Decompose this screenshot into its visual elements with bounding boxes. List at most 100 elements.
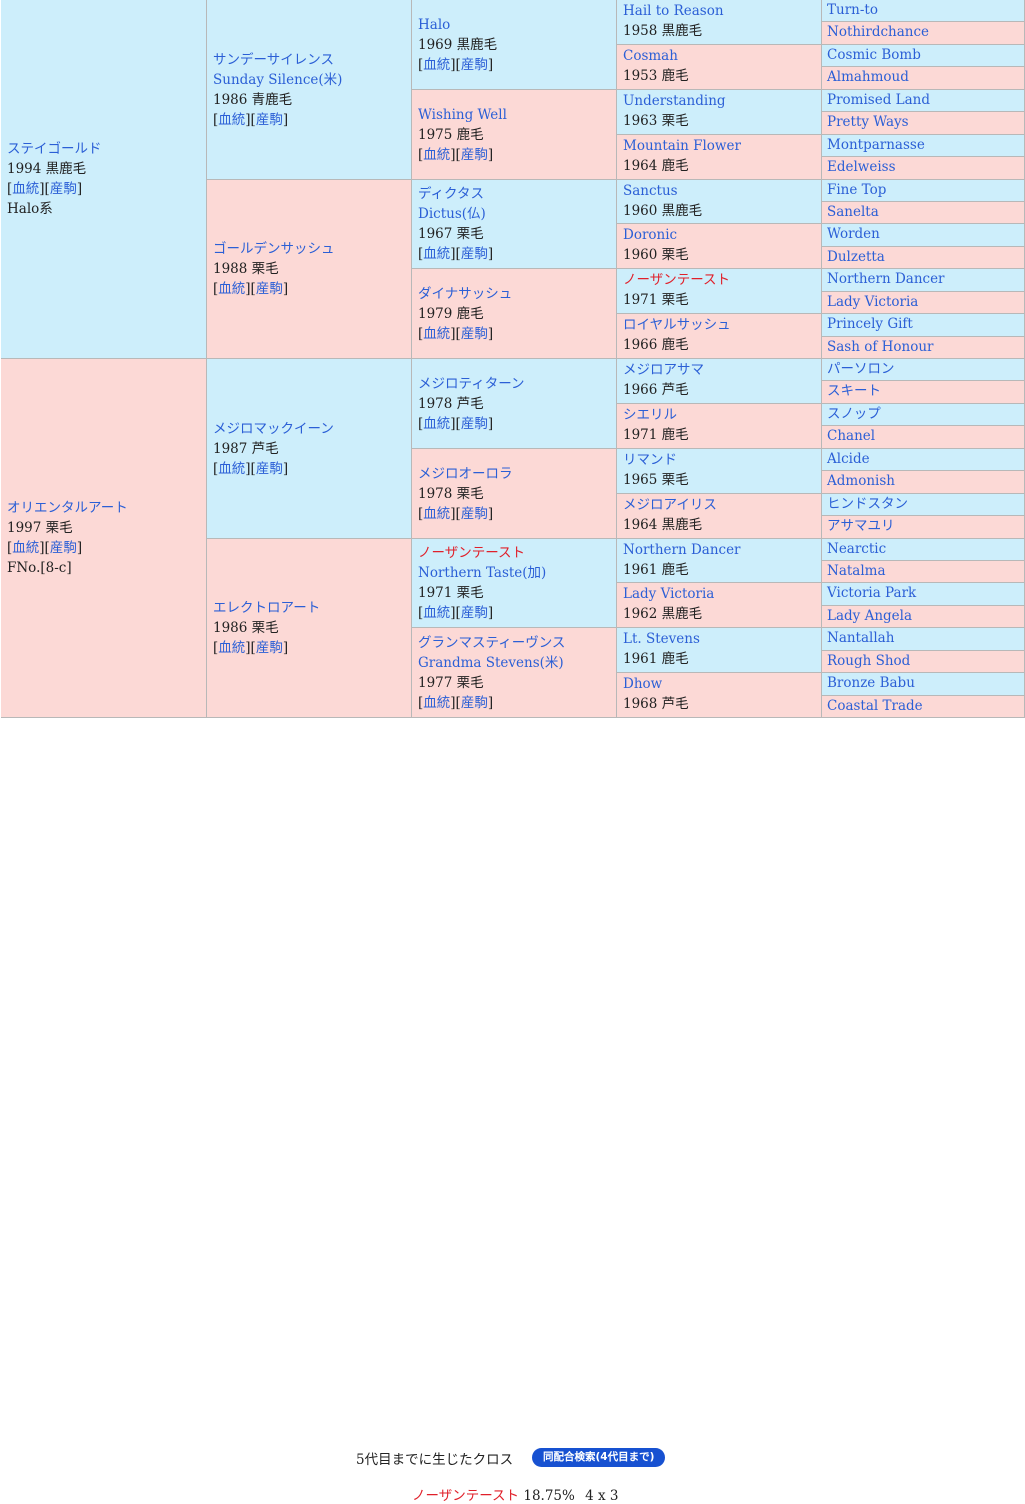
horse-name-link[interactable]: ダイナサッシュ <box>418 285 513 302</box>
pedigree-cell-g4: Hail to Reason 1958 黒鹿毛 <box>617 0 822 45</box>
record-link[interactable]: 産駒 <box>460 146 488 163</box>
horse-name-link[interactable]: エレクトロアート <box>213 600 321 616</box>
horse-name-link[interactable]: Cosmah <box>623 48 678 64</box>
horse-name-link[interactable]: Dhow <box>623 676 663 692</box>
horse-name-link[interactable]: ノーザンテースト <box>418 545 526 561</box>
horse-name-link[interactable]: メジロマックイーン <box>213 420 334 437</box>
horse-name-link[interactable]: Fine Top <box>827 182 887 198</box>
horse-name-link[interactable]: ゴールデンサッシュ <box>213 241 335 257</box>
horse-name-link[interactable]: アサマユリ <box>827 518 895 534</box>
same-breeding-search-button[interactable]: 同配合検索(4代目まで) <box>532 1448 666 1467</box>
horse-name-link[interactable]: Turn-to <box>827 2 878 18</box>
bloodline-link[interactable]: 血統 <box>423 246 451 262</box>
horse-name-link[interactable]: Lt. Stevens <box>623 631 700 647</box>
record-link[interactable]: 産駒 <box>255 111 283 128</box>
bloodline-link[interactable]: 血統 <box>423 415 451 432</box>
horse-name-link[interactable]: Nantallah <box>827 630 895 646</box>
horse-name-link[interactable]: パーソロン <box>827 361 895 377</box>
horse-name-link[interactable]: Sanelta <box>827 204 879 220</box>
record-link[interactable]: 産駒 <box>49 540 77 556</box>
horse-name-link[interactable]: Dulzetta <box>827 249 885 265</box>
bloodline-link[interactable]: 血統 <box>12 181 40 197</box>
horse-name-link[interactable]: シエリル <box>623 407 677 423</box>
record-link[interactable]: 産駒 <box>460 325 488 342</box>
horse-name-link[interactable]: Lady Victoria <box>827 294 919 310</box>
horse-name-link[interactable]: Doronic <box>623 227 678 243</box>
record-link[interactable]: 産駒 <box>460 605 488 621</box>
horse-name-link[interactable]: メジロアサマ <box>623 362 704 378</box>
horse-name-link[interactable]: Sash of Honour <box>827 339 934 355</box>
bloodline-link[interactable]: 血統 <box>423 56 451 73</box>
bloodline-link[interactable]: 血統 <box>423 605 451 621</box>
cross-horse-link[interactable]: ノーザンテースト <box>412 1488 520 1504</box>
horse-name-en-link[interactable]: Dictus(仏) <box>418 206 486 222</box>
horse-name-link[interactable]: Alcide <box>827 451 870 467</box>
horse-name-link[interactable]: ヒンドスタン <box>827 496 908 512</box>
horse-name-link[interactable]: Mountain Flower <box>623 138 741 154</box>
horse-name-link[interactable]: Halo <box>418 16 451 33</box>
record-link[interactable]: 産駒 <box>255 640 283 656</box>
horse-name-link[interactable]: Almahmoud <box>827 69 909 85</box>
horse-name-link[interactable]: ステイゴールド <box>7 141 102 157</box>
horse-name-link[interactable]: グランマスティーヴンス <box>418 634 566 651</box>
horse-name-link[interactable]: Montparnasse <box>827 137 925 153</box>
horse-name-link[interactable]: Admonish <box>827 473 895 489</box>
bloodline-link[interactable]: 血統 <box>218 281 246 297</box>
horse-name-link[interactable]: Lady Victoria <box>623 586 715 602</box>
horse-name-link[interactable]: Bronze Babu <box>827 675 915 691</box>
horse-name-link[interactable]: Edelweiss <box>827 159 896 175</box>
horse-name-link[interactable]: メジロティターン <box>418 375 525 392</box>
horse-name-link[interactable]: Princely Gift <box>827 316 913 332</box>
horse-name-link[interactable]: ロイヤルサッシュ <box>623 317 731 333</box>
bloodline-link[interactable]: 血統 <box>12 540 40 556</box>
bloodline-link[interactable]: 血統 <box>423 146 451 163</box>
record-link[interactable]: 産駒 <box>49 181 77 197</box>
horse-name-link[interactable]: Nothirdchance <box>827 24 930 40</box>
horse-name-link[interactable]: メジロオーロラ <box>418 465 513 482</box>
horse-name-link[interactable]: Understanding <box>623 93 726 109</box>
horse-name-link[interactable]: Nearctic <box>827 541 887 557</box>
horse-name-link[interactable]: Pretty Ways <box>827 114 909 130</box>
bloodline-link[interactable]: 血統 <box>218 460 246 477</box>
horse-name-link[interactable]: Northern Dancer <box>623 542 741 558</box>
horse-name-link[interactable]: Worden <box>827 226 880 242</box>
pedigree-cell-g4: メジロアイリス 1964 黒鹿毛 <box>617 494 822 539</box>
record-link[interactable]: 産駒 <box>255 281 283 297</box>
bloodline-link[interactable]: 血統 <box>218 111 246 128</box>
horse-name-link[interactable]: Lady Angela <box>827 608 913 624</box>
horse-name-link[interactable]: スノップ <box>827 406 881 422</box>
horse-name-link[interactable]: メジロアイリス <box>623 497 717 513</box>
horse-name-link[interactable]: Hail to Reason <box>623 3 724 19</box>
horse-name-link[interactable]: Wishing Well <box>418 106 507 123</box>
horse-name-link[interactable]: Coastal Trade <box>827 698 923 714</box>
horse-name-link[interactable]: Cosmic Bomb <box>827 47 921 63</box>
horse-name-link[interactable]: Victoria Park <box>827 585 917 601</box>
horse-name-en-link[interactable]: Grandma Stevens(米) <box>418 654 564 671</box>
record-link[interactable]: 産駒 <box>255 460 283 477</box>
record-link[interactable]: 産駒 <box>460 505 488 522</box>
horse-name-link[interactable]: オリエンタルアート <box>7 500 128 516</box>
link-row: [血統][産駒] <box>213 281 289 297</box>
horse-name-link[interactable]: Northern Dancer <box>827 271 945 287</box>
pedigree-cell-g5: Pretty Ways <box>822 112 1025 135</box>
horse-name-link[interactable]: Rough Shod <box>827 653 911 669</box>
horse-name-link[interactable]: サンデーサイレンス <box>213 51 334 68</box>
horse-name-link[interactable]: Chanel <box>827 428 876 444</box>
record-link[interactable]: 産駒 <box>460 56 488 73</box>
horse-name-link[interactable]: Promised Land <box>827 92 930 108</box>
bloodline-link[interactable]: 血統 <box>218 640 246 656</box>
bloodline-link[interactable]: 血統 <box>423 505 451 522</box>
horse-name-link[interactable]: スキート <box>827 383 881 399</box>
bloodline-link[interactable]: 血統 <box>423 325 451 342</box>
record-link[interactable]: 産駒 <box>460 694 488 711</box>
horse-name-link[interactable]: Sanctus <box>623 183 678 199</box>
record-link[interactable]: 産駒 <box>460 246 488 262</box>
horse-name-link[interactable]: ディクタス <box>418 186 485 202</box>
horse-name-en-link[interactable]: Sunday Silence(米) <box>213 71 343 88</box>
record-link[interactable]: 産駒 <box>460 415 488 432</box>
horse-name-link[interactable]: Natalma <box>827 563 886 579</box>
horse-name-en-link[interactable]: Northern Taste(加) <box>418 565 547 581</box>
horse-name-link[interactable]: ノーザンテースト <box>623 272 731 288</box>
horse-name-link[interactable]: リマンド <box>623 452 677 468</box>
bloodline-link[interactable]: 血統 <box>423 694 451 711</box>
